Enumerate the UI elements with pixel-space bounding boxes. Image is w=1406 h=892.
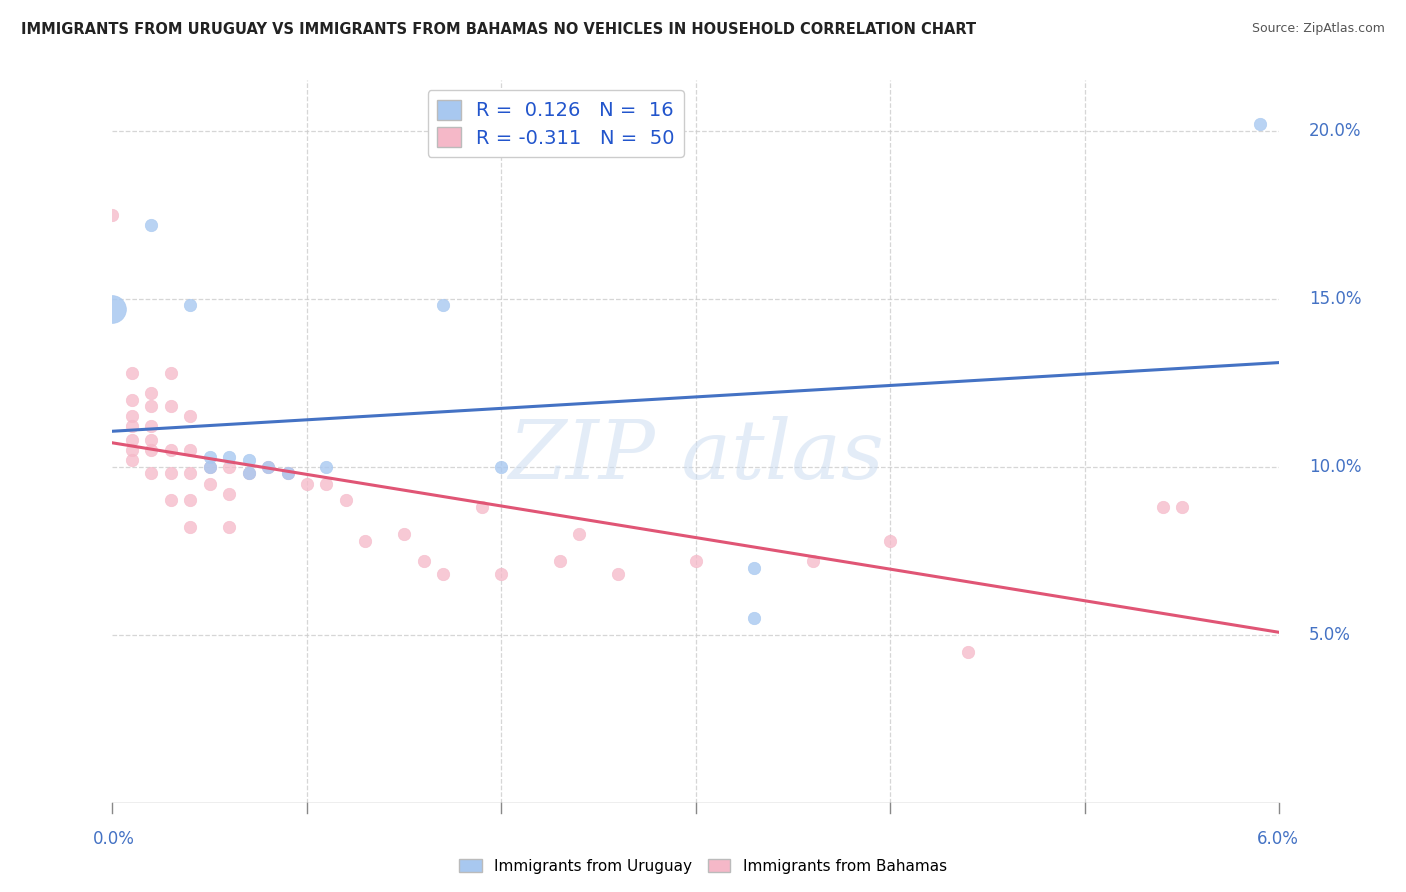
Point: [335, 493, 357, 508]
Point: [141, 399, 163, 413]
Point: [1171, 500, 1194, 514]
Point: [685, 554, 707, 568]
Text: 15.0%: 15.0%: [1309, 290, 1361, 308]
Point: [179, 467, 201, 481]
Text: 5.0%: 5.0%: [1309, 626, 1351, 644]
Point: [315, 476, 337, 491]
Point: [121, 442, 143, 457]
Point: [179, 298, 201, 312]
Point: [141, 419, 163, 434]
Point: [276, 467, 298, 481]
Text: 6.0%: 6.0%: [1257, 830, 1299, 847]
Point: [160, 467, 183, 481]
Point: [744, 611, 766, 625]
Point: [101, 208, 124, 222]
Point: [121, 366, 143, 380]
Point: [218, 450, 240, 464]
Point: [179, 520, 201, 534]
Text: Source: ZipAtlas.com: Source: ZipAtlas.com: [1251, 22, 1385, 36]
Point: [160, 399, 183, 413]
Point: [160, 493, 183, 508]
Point: [412, 554, 434, 568]
Point: [1152, 500, 1174, 514]
Point: [744, 560, 766, 574]
Text: ZIP atlas: ZIP atlas: [508, 416, 884, 496]
Point: [315, 459, 337, 474]
Text: 20.0%: 20.0%: [1309, 121, 1361, 140]
Point: [101, 301, 124, 316]
Point: [121, 419, 143, 434]
Point: [198, 459, 221, 474]
Point: [491, 459, 513, 474]
Text: IMMIGRANTS FROM URUGUAY VS IMMIGRANTS FROM BAHAMAS NO VEHICLES IN HOUSEHOLD CORR: IMMIGRANTS FROM URUGUAY VS IMMIGRANTS FR…: [21, 22, 976, 37]
Point: [276, 467, 298, 481]
Point: [432, 298, 454, 312]
Point: [218, 459, 240, 474]
Point: [238, 467, 260, 481]
Point: [1249, 117, 1271, 131]
Point: [548, 554, 571, 568]
Point: [568, 527, 591, 541]
Point: [141, 467, 163, 481]
Point: [218, 486, 240, 500]
Point: [141, 442, 163, 457]
Point: [957, 644, 980, 658]
Point: [238, 467, 260, 481]
Point: [607, 567, 630, 582]
Point: [432, 567, 454, 582]
Point: [879, 533, 901, 548]
Point: [218, 520, 240, 534]
Point: [198, 476, 221, 491]
Point: [354, 533, 377, 548]
Point: [160, 442, 183, 457]
Point: [121, 433, 143, 447]
Point: [257, 459, 280, 474]
Point: [198, 450, 221, 464]
Point: [801, 554, 824, 568]
Point: [141, 218, 163, 232]
Point: [141, 385, 163, 400]
Point: [121, 409, 143, 424]
Point: [179, 409, 201, 424]
Point: [179, 442, 201, 457]
Point: [141, 433, 163, 447]
Point: [121, 453, 143, 467]
Point: [394, 527, 416, 541]
Point: [471, 500, 494, 514]
Point: [121, 392, 143, 407]
Point: [179, 493, 201, 508]
Legend: Immigrants from Uruguay, Immigrants from Bahamas: Immigrants from Uruguay, Immigrants from…: [453, 853, 953, 880]
Point: [295, 476, 318, 491]
Point: [491, 567, 513, 582]
Text: 0.0%: 0.0%: [93, 830, 135, 847]
Point: [238, 453, 260, 467]
Point: [198, 459, 221, 474]
Point: [257, 459, 280, 474]
Point: [160, 366, 183, 380]
Legend: R =  0.126   N =  16, R = -0.311   N =  50: R = 0.126 N = 16, R = -0.311 N = 50: [427, 90, 685, 157]
Text: 10.0%: 10.0%: [1309, 458, 1361, 475]
